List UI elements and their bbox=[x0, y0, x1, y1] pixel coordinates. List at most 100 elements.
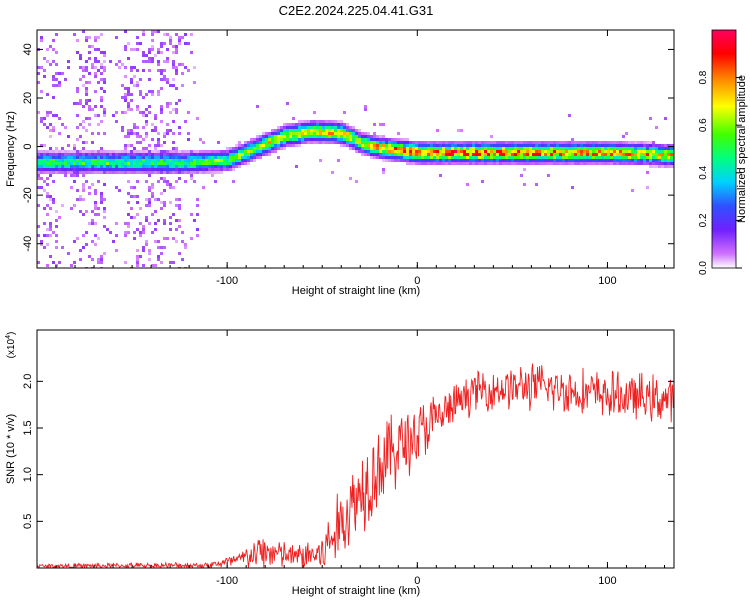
spectrogram-cell bbox=[565, 153, 568, 156]
spectrogram-cell bbox=[88, 153, 91, 156]
spectrogram-cell bbox=[172, 66, 175, 69]
spectrogram-cell bbox=[172, 120, 175, 123]
spectrogram-cell bbox=[436, 159, 439, 162]
spectrogram-cell bbox=[46, 171, 49, 174]
spectrogram-cell bbox=[175, 180, 178, 183]
spectrogram-cell bbox=[202, 150, 205, 153]
spectrogram-cell bbox=[361, 153, 364, 156]
spectrogram-cell bbox=[307, 120, 310, 123]
spectrogram-cell bbox=[157, 93, 160, 96]
spectrogram-cell bbox=[475, 147, 478, 150]
spectrogram-cell bbox=[100, 198, 103, 201]
spectrogram-cell bbox=[55, 165, 58, 168]
spectrogram-cell bbox=[613, 141, 616, 144]
spectrogram-cell bbox=[76, 189, 79, 192]
spectrogram-cell bbox=[361, 138, 364, 141]
spectrogram-cell bbox=[283, 138, 286, 141]
spectrogram-cell bbox=[226, 168, 229, 171]
spectrogram-cell bbox=[349, 144, 352, 147]
spectrogram-cell bbox=[40, 153, 43, 156]
spectrogram-cell bbox=[79, 135, 82, 138]
spectrogram-ytick-label-2: 0 bbox=[22, 144, 34, 150]
spectrogram-cell bbox=[436, 144, 439, 147]
spectrogram-cell bbox=[55, 162, 58, 165]
spectrogram-cell bbox=[217, 153, 220, 156]
spectrogram-cell bbox=[52, 60, 55, 63]
spectrogram-cell bbox=[103, 159, 106, 162]
spectrogram-cell bbox=[484, 147, 487, 150]
spectrogram-cell bbox=[256, 138, 259, 141]
spectrogram-cell bbox=[37, 156, 40, 159]
spectrogram-cell bbox=[103, 66, 106, 69]
spectrogram-cell bbox=[322, 129, 325, 132]
spectrogram-cell bbox=[253, 156, 256, 159]
spectrogram-cell bbox=[52, 156, 55, 159]
spectrogram-cell bbox=[154, 129, 157, 132]
spectrogram-cell bbox=[253, 138, 256, 141]
spectrogram-cell bbox=[355, 144, 358, 147]
spectrogram-cell bbox=[70, 264, 73, 267]
spectrogram-cell bbox=[553, 144, 556, 147]
spectrogram-cell bbox=[361, 147, 364, 150]
spectrogram-cell bbox=[613, 147, 616, 150]
spectrogram-cell bbox=[91, 159, 94, 162]
spectrogram-cell bbox=[46, 150, 49, 153]
spectrogram-cell bbox=[88, 255, 91, 258]
spectrogram-cell bbox=[616, 141, 619, 144]
spectrogram-cell bbox=[535, 156, 538, 159]
spectrogram-cell bbox=[97, 153, 100, 156]
spectrogram-cell bbox=[97, 168, 100, 171]
spectrogram-cell bbox=[172, 108, 175, 111]
spectrogram-cell bbox=[79, 159, 82, 162]
spectrogram-cell bbox=[448, 147, 451, 150]
spectrogram-cell bbox=[184, 168, 187, 171]
spectrogram-cell bbox=[268, 150, 271, 153]
spectrogram-cell bbox=[88, 81, 91, 84]
spectrogram-cell bbox=[322, 120, 325, 123]
spectrogram-cell bbox=[121, 96, 124, 99]
spectrogram-cell bbox=[175, 198, 178, 201]
spectrogram-cell bbox=[397, 153, 400, 156]
spectrogram-cell bbox=[337, 135, 340, 138]
spectrogram-cell bbox=[133, 171, 136, 174]
spectrogram-cell bbox=[658, 159, 661, 162]
spectrogram-cell bbox=[124, 165, 127, 168]
spectrogram-cell bbox=[142, 69, 145, 72]
spectrogram-cell bbox=[103, 81, 106, 84]
spectrogram-cell bbox=[94, 162, 97, 165]
spectrogram-cell bbox=[487, 141, 490, 144]
spectrogram-cell bbox=[529, 159, 532, 162]
spectrogram-cell bbox=[652, 165, 655, 168]
spectrogram-cell bbox=[520, 162, 523, 165]
spectrogram-cell bbox=[139, 90, 142, 93]
spectrogram-cell bbox=[46, 213, 49, 216]
spectrogram-cell bbox=[163, 69, 166, 72]
spectrogram-cell bbox=[400, 144, 403, 147]
spectrogram-cell bbox=[118, 189, 121, 192]
spectrogram-cell bbox=[304, 120, 307, 123]
spectrogram-cell bbox=[82, 66, 85, 69]
spectrogram-cell bbox=[178, 219, 181, 222]
spectrogram-cell bbox=[85, 159, 88, 162]
spectrogram-cell bbox=[301, 138, 304, 141]
spectrogram-cell bbox=[475, 150, 478, 153]
spectrogram-cell bbox=[529, 153, 532, 156]
spectrogram-cell bbox=[256, 156, 259, 159]
spectrogram-cell bbox=[43, 168, 46, 171]
spectrogram-cell bbox=[61, 159, 64, 162]
spectrogram-cell bbox=[547, 147, 550, 150]
spectrogram-cell bbox=[499, 144, 502, 147]
spectrogram-cell bbox=[67, 171, 70, 174]
spectrogram-cell bbox=[388, 159, 391, 162]
spectrogram-cell bbox=[196, 150, 199, 153]
spectrogram-cell bbox=[79, 162, 82, 165]
spectrogram-cell bbox=[490, 135, 493, 138]
spectrogram-cell bbox=[430, 147, 433, 150]
spectrogram-cell bbox=[85, 66, 88, 69]
spectrogram-cell bbox=[535, 159, 538, 162]
spectrogram-cell bbox=[370, 141, 373, 144]
spectrogram-cell bbox=[52, 39, 55, 42]
spectrogram-cell bbox=[163, 156, 166, 159]
spectrogram-cell bbox=[73, 171, 76, 174]
spectrogram-cell bbox=[151, 192, 154, 195]
